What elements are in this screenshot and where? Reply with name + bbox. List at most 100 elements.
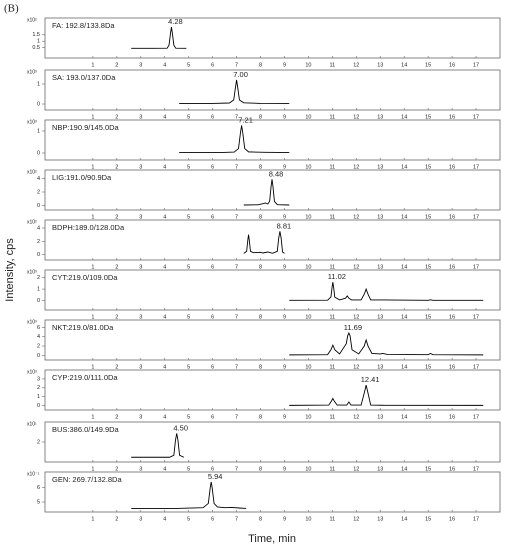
x-tick-label: 7 (235, 314, 238, 320)
peak-label: 7.21 (238, 115, 253, 124)
x-tick-label: 1 (91, 214, 94, 220)
x-tick-label: 13 (377, 516, 383, 522)
x-tick-label: 13 (377, 466, 383, 472)
x-tick-label: 4 (163, 62, 166, 68)
panel-title: NKT:219.0/81.0Da (52, 323, 114, 332)
x-tick-label: 7 (235, 114, 238, 120)
peak-label: 8.81 (277, 221, 292, 230)
y-multiplier: x10³ (27, 269, 37, 275)
y-tick-label: 4 (37, 176, 40, 182)
x-tick-label: 12 (353, 314, 359, 320)
x-tick-label: 9 (283, 314, 286, 320)
x-tick-label: 14 (401, 62, 407, 68)
panel-title: NBP:190.9/145.0Da (52, 123, 120, 132)
x-tick-label: 9 (283, 164, 286, 170)
x-tick-label: 13 (377, 164, 383, 170)
x-tick-label: 10 (305, 114, 311, 120)
x-tick-label: 2 (115, 214, 118, 220)
panel-frame (44, 69, 501, 111)
x-tick-label: 15 (425, 114, 431, 120)
chromatogram-line (289, 282, 484, 301)
y-tick-label: 2 (37, 189, 40, 195)
x-tick-label: 8 (259, 164, 262, 170)
panel-title: LIG:191.0/90.9Da (52, 173, 112, 182)
panel-title: CYT:219.0/109.0Da (52, 273, 118, 282)
x-tick-label: 2 (115, 62, 118, 68)
x-tick-label: 16 (449, 364, 455, 370)
x-tick-label: 7 (235, 466, 238, 472)
x-tick-label: 17 (473, 516, 479, 522)
x-tick-label: 1 (91, 114, 94, 120)
panel-frame (44, 319, 501, 361)
y-multiplier: x10³ (27, 319, 37, 325)
x-tick-label: 13 (377, 114, 383, 120)
peak-label: 8.48 (269, 169, 284, 178)
x-tick-label: 12 (353, 264, 359, 270)
x-tick-label: 16 (449, 214, 455, 220)
panel-title: FA: 192.8/133.8Da (52, 21, 115, 30)
x-tick-label: 1 (91, 516, 94, 522)
y-tick-label: 1 (37, 394, 40, 400)
panel-frame (44, 471, 501, 513)
x-tick-label: 2 (115, 314, 118, 320)
x-tick-label: 14 (401, 164, 407, 170)
x-tick-label: 14 (401, 364, 407, 370)
x-tick-label: 13 (377, 414, 383, 420)
panel-frame (44, 269, 501, 311)
x-tick-label: 12 (353, 516, 359, 522)
panel-title: CYP:219.0/111.0Da (52, 373, 118, 382)
peak-label: 11.02 (328, 272, 346, 281)
x-tick-label: 16 (449, 414, 455, 420)
x-tick-label: 6 (211, 414, 214, 420)
y-multiplier: x10³ (27, 119, 37, 125)
panel-frame (44, 169, 501, 211)
x-tick-label: 13 (377, 62, 383, 68)
x-tick-label: 7 (235, 516, 238, 522)
panel-frame (44, 369, 501, 411)
panel-frame (44, 17, 501, 59)
x-tick-label: 17 (473, 466, 479, 472)
x-tick-label: 16 (449, 62, 455, 68)
x-tick-label: 15 (425, 364, 431, 370)
x-tick-label: 8 (259, 314, 262, 320)
x-tick-label: 15 (425, 264, 431, 270)
x-tick-label: 9 (283, 364, 286, 370)
x-tick-label: 3 (139, 414, 142, 420)
x-tick-label: 1 (91, 414, 94, 420)
x-tick-label: 7 (235, 164, 238, 170)
y-tick-label: 0 (37, 252, 40, 258)
x-tick-label: 10 (305, 164, 311, 170)
x-tick-label: 10 (305, 314, 311, 320)
x-tick-label: 6 (211, 214, 214, 220)
y-multiplier: x10² (27, 219, 37, 225)
x-tick-label: 4 (163, 264, 166, 270)
x-tick-label: 7 (235, 264, 238, 270)
x-tick-label: 8 (259, 214, 262, 220)
y-tick-label: 2 (37, 343, 40, 349)
x-tick-label: 2 (115, 264, 118, 270)
chromatogram-line (243, 179, 290, 206)
x-tick-label: 6 (211, 466, 214, 472)
y-tick-label: 0 (37, 298, 40, 304)
x-tick-label: 12 (353, 214, 359, 220)
x-tick-label: 8 (259, 466, 262, 472)
x-tick-label: 6 (211, 114, 214, 120)
x-tick-label: 5 (187, 164, 190, 170)
x-tick-label: 14 (401, 516, 407, 522)
x-tick-label: 14 (401, 466, 407, 472)
y-tick-label: 1.5 (32, 32, 40, 38)
x-tick-label: 5 (187, 62, 190, 68)
chromatogram-line (243, 231, 285, 254)
x-tick-label: 2 (115, 516, 118, 522)
y-multiplier: x10² (27, 17, 37, 23)
x-tick-label: 3 (139, 466, 142, 472)
x-tick-label: 16 (449, 264, 455, 270)
x-tick-label: 14 (401, 114, 407, 120)
x-tick-label: 13 (377, 264, 383, 270)
x-tick-label: 17 (473, 214, 479, 220)
chromatogram-line (289, 385, 484, 406)
y-tick-label: 5 (37, 499, 40, 505)
x-tick-label: 2 (115, 466, 118, 472)
x-tick-label: 11 (330, 62, 336, 68)
